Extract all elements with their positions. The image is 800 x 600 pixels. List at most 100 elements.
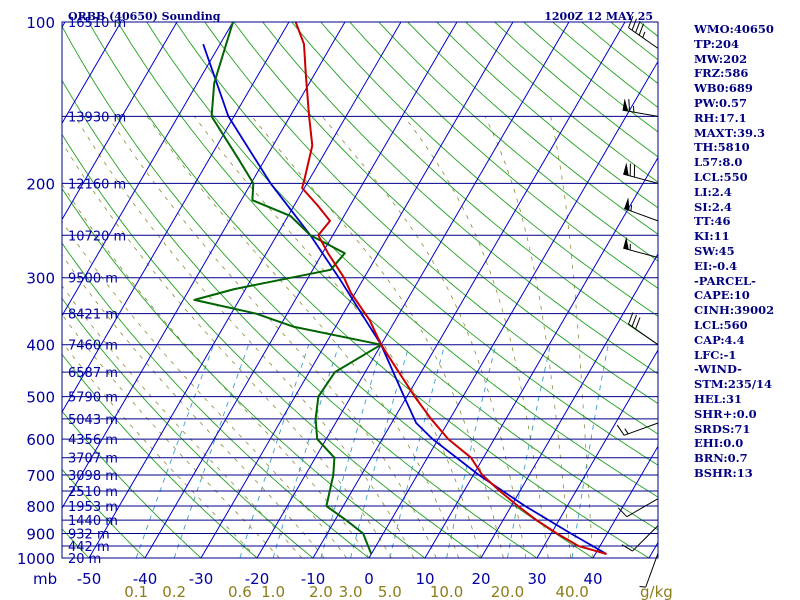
profiles [193,22,607,555]
pressure-tick-label: 300 [26,270,55,288]
index-line: WB0:689 [694,81,753,96]
index-line: EI:-0.4 [694,258,738,273]
wind-barb-flag [623,236,629,250]
pressure-tick-label: 100 [26,14,55,32]
mixing-ratio-line [350,344,410,558]
index-line: TH:5810 [694,140,750,155]
height-label: 442 m [68,540,110,555]
index-line: SHR+:0.0 [694,406,757,421]
wind-barb-half [642,31,646,38]
temperature-tick-label: -10 [301,570,326,588]
isobars [62,21,658,559]
height-label: 5043 m [68,413,118,428]
index-line: PW:0.57 [694,95,748,110]
index-line: TP:204 [694,36,740,51]
isotherm-line [592,445,658,558]
sounding-time: 1200Z 12 MAY 25 [544,10,653,23]
mixing-ratio-tick-label: 2.0 [309,583,333,600]
wind-barb [628,312,659,346]
index-line: BRN:0.7 [694,451,748,466]
wind-barb [623,162,659,184]
index-line: LCL:550 [694,169,748,184]
wind-barb [623,236,659,258]
pressure-tick-label: 600 [26,431,55,449]
isotherm-line [424,156,658,558]
wind-barb-staff [632,525,659,552]
index-line: KI:11 [694,229,730,244]
wind-barb-full [628,312,634,325]
mixing-ratio-tick-label: 1.0 [261,583,285,600]
index-line: TT:46 [694,214,731,229]
wind-barb-full [617,507,628,518]
pressure-tick-label: 900 [26,525,55,543]
index-line: STM:235/14 [694,377,773,392]
wind-barb-staff [623,247,659,258]
temperature-tick-label: 30 [527,570,546,588]
isotherm-line [62,22,234,317]
index-line: HEL:31 [694,391,742,406]
temperature-tick-label: 20 [471,570,490,588]
wind-barb-staff [645,553,659,588]
wind-barb-full [621,544,633,552]
isotherm-line [256,22,570,558]
height-label: 3707 m [68,452,118,467]
pressure-tick-label: 700 [26,467,55,485]
dry-adiabat [146,22,658,498]
wind-barb-staff [622,109,659,117]
moist-adiabat [403,116,549,558]
moist-adiabat [550,116,594,558]
wind-barb-staff [628,323,659,346]
index-line: MW:202 [694,51,748,66]
height-label: 2510 m [68,485,118,500]
height-label: 932 m [68,527,110,542]
wind-barb-half [624,428,629,435]
mixing-ratio-tick-label: 40.0 [555,583,588,600]
wind-barb [621,525,659,552]
temperature-profile [294,22,607,555]
index-line: -WIND- [694,362,742,377]
wind-barb-staff [628,27,659,49]
isotherm-line [200,22,514,558]
pressure-tick-label: 1000 [17,550,55,568]
height-label: 1440 m [68,514,118,529]
mixing-ratio-line [320,344,383,558]
height-label: 12160 m [68,177,126,192]
dry-adiabat [62,25,594,558]
mixing-ratio-line [571,344,609,558]
height-label: 1953 m [68,500,118,515]
moist-adiabat [62,220,347,558]
mixing-ratio-tick-label: 10.0 [430,583,463,600]
index-line: -PARCEL- [694,273,756,288]
height-label: 5790 m [68,391,118,406]
moist-adiabat [62,141,392,558]
temperature-tick-label: 40 [583,570,602,588]
wind-barb [628,16,659,49]
wind-barb-staff [623,173,659,184]
height-label: 6587 m [68,366,118,381]
isotherm-line [0,22,9,558]
moist-adiabat [146,116,459,558]
moist-adiabat [193,116,482,558]
height-label: 16510 m [68,16,126,31]
pressure-tick-label: 400 [26,337,55,355]
isotherm-line [88,22,402,558]
wind-barb-full [631,18,637,31]
index-line: L57:8.0 [694,155,743,170]
wind-barb [622,98,659,117]
wind-barb-flag [623,162,629,176]
isotherm-line [536,349,658,558]
height-label: 3098 m [68,469,118,484]
index-line: MAXT:39.3 [694,125,765,140]
moist-adiabat [251,116,504,558]
isotherm-line [144,22,458,558]
wind-barb-full [635,20,641,33]
index-line: RH:17.1 [694,110,747,125]
mixing-ratio-tick-label: 3.0 [339,583,363,600]
mixing-ratio-line [135,344,215,558]
mixing-ratio-tick-label: 0.6 [228,583,252,600]
index-line: CAP:4.4 [694,332,745,347]
temperature-tick-label: -40 [133,570,158,588]
pressure-unit-label: mb [33,570,57,588]
isotherm-line [312,22,626,558]
